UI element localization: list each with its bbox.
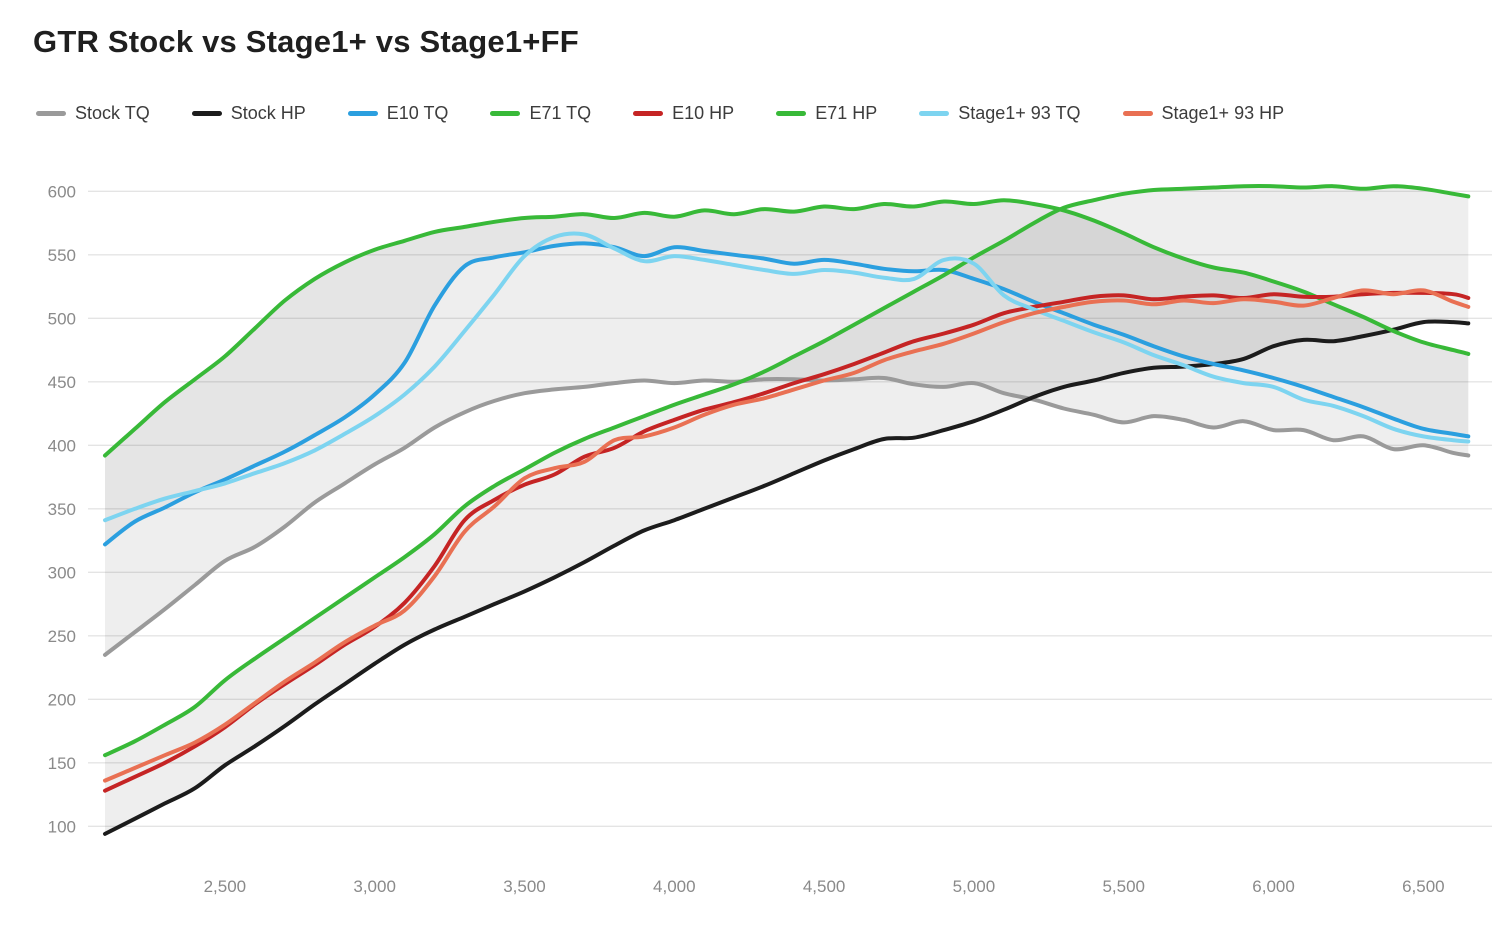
y-axis-label-300: 300 [48, 563, 76, 582]
legend-swatch [633, 111, 664, 116]
legend-swatch [919, 111, 950, 116]
y-axis-label-250: 250 [48, 627, 76, 646]
y-axis-label-100: 100 [48, 817, 76, 836]
series-line-stage1-93-tq [103, 231, 1471, 523]
y-axis-label-400: 400 [48, 436, 76, 455]
legend-label: Stock HP [230, 103, 306, 123]
x-axis-label-4,000: 4,000 [653, 877, 696, 896]
series-line-e10-hp [103, 290, 1471, 793]
chart-legend: Stock TQ Stock HP E10 TQ E71 TQ E10 HP E71 HP… [36, 103, 1284, 124]
legend-item-stock-tq: Stock TQ [36, 103, 150, 124]
chart-title: GTR Stock vs Stage1+ vs Stage1+FF [33, 24, 579, 59]
series-line-e71-tq [103, 198, 1471, 458]
legend-swatch [490, 111, 521, 116]
y-axis-labels: 100 150 200 250 300 350 400 450 500 550 600 [48, 182, 76, 836]
x-axis-label-3,000: 3,000 [353, 877, 396, 896]
legend-swatch [36, 111, 66, 116]
series-line-stage1-93-hp [103, 288, 1471, 783]
y-axis-label-600: 600 [48, 182, 76, 201]
x-axis-label-5,000: 5,000 [953, 877, 996, 896]
x-axis-label-5,500: 5,500 [1102, 877, 1145, 896]
legend-label: E71 HP [815, 103, 878, 123]
legend-swatch [1122, 111, 1153, 116]
legend-item-e71-hp: E71 HP [776, 103, 877, 124]
legend-swatch [347, 111, 378, 116]
legend-item-stage1-93-hp: Stage1+ 93 HP [1122, 103, 1285, 124]
x-axis-label-4,500: 4,500 [803, 877, 846, 896]
y-axis-label-450: 450 [48, 373, 76, 392]
y-axis-label-500: 500 [48, 309, 76, 328]
gridlines [88, 190, 1492, 827]
x-axis-label-6,000: 6,000 [1252, 877, 1295, 896]
legend-swatch [191, 111, 222, 116]
legend-label: Stage1+ 93 HP [1161, 103, 1285, 123]
x-axis-labels: 2,500 3,000 3,500 4,000 4,500 5,000 5,500 6,000… [204, 877, 1445, 896]
y-axis-label-150: 150 [48, 754, 76, 773]
legend-label: E10 TQ [386, 103, 449, 123]
y-axis-label-350: 350 [48, 500, 76, 519]
series-lines [103, 184, 1471, 836]
legend-item-e10-tq: E10 TQ [347, 103, 449, 124]
series-line-stock-hp [103, 319, 1471, 836]
delta-fill-e71-hp-vs-stock-hp [105, 186, 1469, 834]
legend-swatch [776, 111, 807, 116]
y-axis-label-550: 550 [48, 246, 76, 265]
series-line-stock-tq [103, 375, 1471, 657]
legend-item-stage1-93-tq: Stage1+ 93 TQ [919, 103, 1081, 124]
legend-item-e10-hp: E10 HP [633, 103, 734, 124]
delta-fill-e71-tq-vs-stock-tq [105, 200, 1469, 655]
x-axis-label-2,500: 2,500 [204, 877, 247, 896]
series-line-e10-tq [103, 241, 1471, 547]
legend-label: Stock TQ [75, 103, 150, 123]
x-axis-label-3,500: 3,500 [503, 877, 546, 896]
legend-label: E71 TQ [529, 103, 592, 123]
legend-label: Stage1+ 93 TQ [958, 103, 1081, 123]
legend-item-e71-tq: E71 TQ [490, 103, 591, 124]
legend-label: E10 HP [672, 103, 735, 123]
series-line-e71-hp [103, 184, 1471, 758]
y-axis-label-200: 200 [48, 690, 76, 709]
x-axis-label-6,500: 6,500 [1402, 877, 1445, 896]
legend-item-stock-hp: Stock HP [191, 103, 306, 124]
